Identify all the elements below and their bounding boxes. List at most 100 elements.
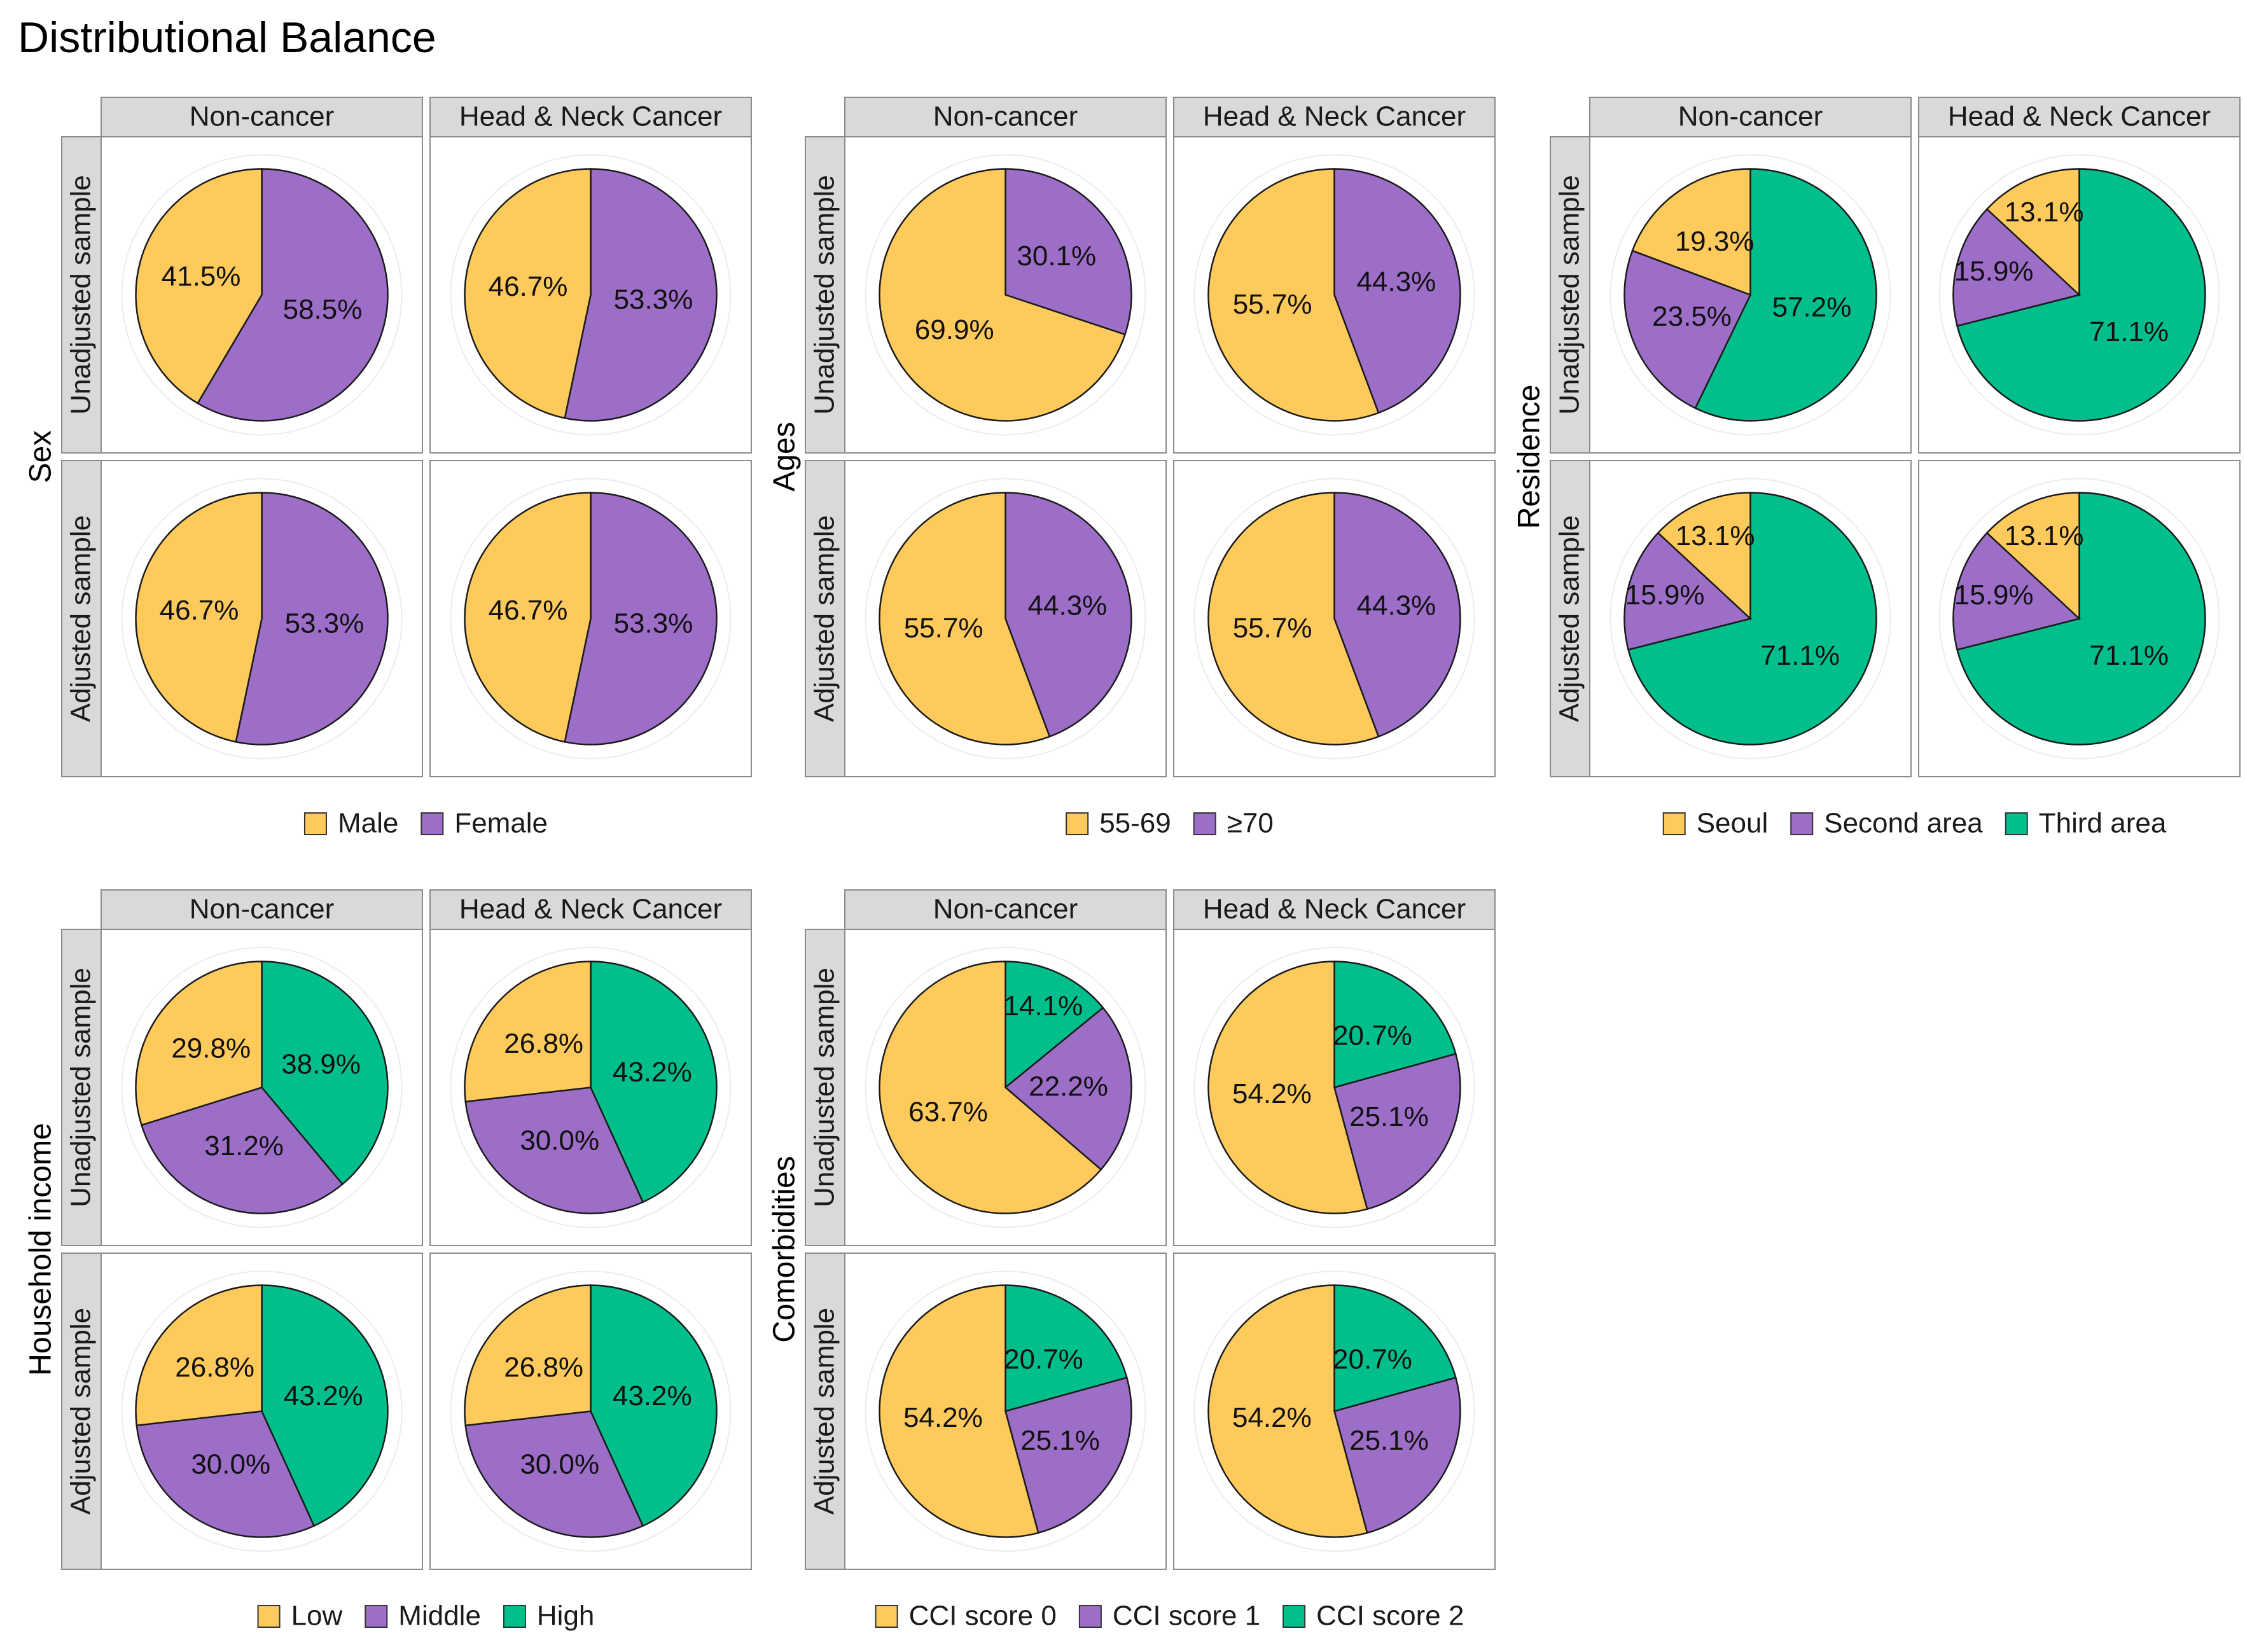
- pie-outer-ring: [1193, 154, 1475, 436]
- slice-data-label: 71.1%: [2089, 640, 2169, 671]
- legend-label: Third area: [2039, 808, 2167, 839]
- pie-slice-second-area: [1623, 531, 1753, 651]
- slice-data-label: 15.9%: [1954, 580, 2034, 611]
- pie-slice-cci-score-0: [1207, 961, 1368, 1214]
- legend-swatch-female: [421, 812, 444, 835]
- row-strip: [61, 136, 102, 454]
- chart-residence: Residence Non-cancer Head & Neck Cancer Una…: [1513, 97, 2241, 839]
- pie-outer-ring: [121, 478, 403, 760]
- pie-slice-female: [235, 492, 389, 746]
- legend-label: Middle: [398, 1600, 481, 1632]
- row-strip: [1550, 136, 1590, 454]
- pie-outer-ring: [1193, 478, 1475, 760]
- legend-swatch-low: [257, 1605, 281, 1628]
- legend-label: 55-69: [1099, 808, 1171, 839]
- column-strip: [1589, 97, 1912, 137]
- pie-slice-second-area: [1952, 207, 2082, 327]
- pie-slice-cci-score-1: [1333, 1053, 1461, 1211]
- row-strip-label: Unadjusted sample: [809, 175, 840, 415]
- pie-slice-high: [590, 961, 718, 1204]
- row-strip-label: Adjusted sample: [809, 1308, 840, 1515]
- slice-data-label: 26.8%: [504, 1028, 583, 1059]
- row-strip-label: Unadjusted sample: [66, 968, 97, 1207]
- pie-slice-55-69: [879, 492, 1051, 746]
- slice-data-label: 30.0%: [520, 1125, 599, 1156]
- column-strip-label: Non-cancer: [1678, 101, 1823, 132]
- pie-slice-cci-score-0: [1207, 1284, 1368, 1538]
- pie-slice-seoul: [1985, 168, 2080, 297]
- pie-outer-ring: [121, 154, 403, 436]
- pie-slice-ge70: [1004, 168, 1132, 336]
- pie-slice-low: [464, 961, 592, 1103]
- legend-swatch-ge70: [1193, 812, 1216, 835]
- slice-data-label: 55.7%: [904, 613, 983, 644]
- pie-slice-seoul: [1657, 492, 1751, 621]
- slice-data-label: 38.9%: [281, 1048, 361, 1079]
- column-strip: [101, 889, 423, 930]
- slice-data-label: 69.9%: [915, 314, 994, 345]
- pie-slice-second-area: [1623, 249, 1752, 410]
- slice-data-label: 46.7%: [160, 595, 239, 626]
- row-strip-label: Adjusted sample: [809, 515, 840, 722]
- row-strip: [805, 136, 845, 454]
- row-strip: [805, 1253, 845, 1570]
- pie-slice-cci-score-1: [1004, 1377, 1132, 1534]
- pie-outer-ring: [121, 1270, 403, 1552]
- legend: Male Female: [303, 808, 548, 839]
- slice-data-label: 46.7%: [489, 595, 568, 626]
- pie-outer-ring: [450, 947, 732, 1228]
- slice-data-label: 63.7%: [908, 1096, 988, 1127]
- legend-label: Female: [454, 808, 548, 839]
- column-strip-label: Non-cancer: [933, 894, 1078, 925]
- pie-slice-ge70: [1333, 492, 1461, 738]
- slice-data-label: 20.7%: [1004, 1343, 1083, 1375]
- pie-slice-55-69: [879, 168, 1127, 422]
- slice-data-label: 53.3%: [285, 607, 365, 639]
- slice-data-label: 54.2%: [903, 1402, 983, 1433]
- pie-slice-cci-score-1: [1004, 1006, 1132, 1171]
- legend-label: Low: [291, 1600, 343, 1632]
- pie-slice-cci-score-0: [879, 1284, 1039, 1538]
- pie-outer-ring: [865, 947, 1146, 1228]
- pie-slice-seoul: [1985, 492, 2080, 621]
- slice-data-label: 26.8%: [175, 1352, 254, 1383]
- slice-data-label: 53.3%: [614, 607, 693, 639]
- pie-slice-cci-score-2: [1004, 1284, 1128, 1413]
- pie-slice-third-area: [1694, 168, 1877, 422]
- pie-slice-third-area: [1627, 492, 1877, 746]
- pie-slice-female: [564, 168, 718, 422]
- pie-slice-middle: [464, 1086, 644, 1214]
- pie-slice-high: [590, 1284, 718, 1527]
- slice-data-label: 57.2%: [1772, 291, 1852, 323]
- slice-data-label: 43.2%: [613, 1057, 692, 1088]
- slice-data-label: 13.1%: [2005, 520, 2084, 552]
- slice-data-label: 31.2%: [204, 1130, 284, 1162]
- slice-data-label: 55.7%: [1233, 289, 1312, 320]
- pie-panel: 71.1% 15.9% 13.1%: [1918, 136, 2241, 454]
- column-strip: [1173, 889, 1496, 930]
- legend-swatch-cci-score-1: [1078, 1605, 1102, 1628]
- pie-panel: 20.7% 25.1% 54.2%: [1173, 929, 1496, 1246]
- variable-axis-label: Household income: [24, 1123, 58, 1376]
- legend-label: High: [537, 1600, 595, 1632]
- slice-data-label: 20.7%: [1333, 1343, 1412, 1375]
- variable-axis-label: Residence: [1513, 385, 1546, 529]
- variable-axis-label: Comorbidities: [768, 1156, 802, 1342]
- legend-label: Seoul: [1697, 808, 1769, 839]
- pie-slice-middle: [136, 1410, 316, 1538]
- slice-data-label: 25.1%: [1349, 1425, 1429, 1456]
- pie-slice-55-69: [1207, 492, 1380, 746]
- pie-slice-low: [464, 1284, 592, 1427]
- slice-data-label: 58.5%: [283, 294, 363, 325]
- row-strip: [61, 929, 102, 1246]
- pie-outer-ring: [865, 154, 1146, 436]
- column-strip: [844, 97, 1167, 137]
- slice-data-label: 55.7%: [1233, 613, 1312, 644]
- column-strip: [844, 889, 1167, 930]
- pie-panel: 44.3% 55.7%: [1173, 136, 1496, 454]
- slice-data-label: 13.1%: [2005, 197, 2084, 228]
- pie-panel: 43.2% 30.0% 26.8%: [429, 1253, 752, 1570]
- legend-label: CCI score 0: [909, 1600, 1057, 1632]
- pie-panel: 20.7% 25.1% 54.2%: [844, 1253, 1167, 1570]
- slice-data-label: 54.2%: [1232, 1078, 1312, 1109]
